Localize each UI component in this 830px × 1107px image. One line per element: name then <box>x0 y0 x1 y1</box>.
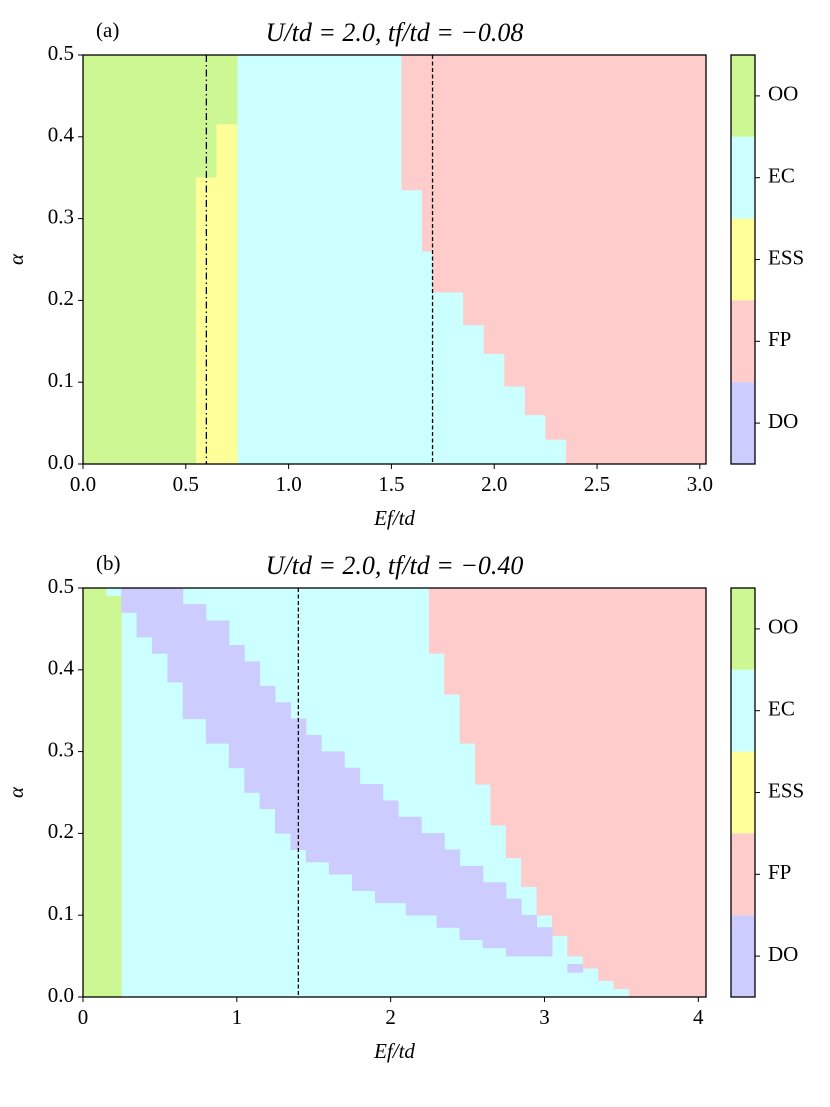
x-tick-label: 3.0 <box>687 472 713 496</box>
y-tick-label: 0.4 <box>48 123 75 147</box>
colorbar-label: EC <box>768 697 795 721</box>
x-tick-label: 2.0 <box>481 472 507 496</box>
y-tick-label: 0.4 <box>48 656 75 680</box>
colorbar-label: DO <box>768 942 798 966</box>
y-tick-label: 0.0 <box>48 450 74 474</box>
y-tick-label: 0.5 <box>48 574 74 598</box>
panel: 0 1 2 3 4 0.0 0.1 0.2 0.3 0.4 0.5 (b) U/td = 2.0, tf… <box>4 551 804 1063</box>
colorbar-label: OO <box>768 615 798 639</box>
phase-region <box>567 964 584 973</box>
y-tick-label: 0.3 <box>48 737 74 761</box>
colorbar-label: EC <box>768 164 795 188</box>
y-tick-label: 0.1 <box>48 901 74 925</box>
colorbar-segment <box>731 218 755 301</box>
panel-label: (b) <box>96 551 121 575</box>
y-tick-label: 0.1 <box>48 368 74 392</box>
colorbar-segment <box>731 136 755 219</box>
x-tick-label: 1.0 <box>275 472 301 496</box>
colorbar-segment <box>731 751 755 834</box>
phase-region <box>401 54 707 465</box>
colorbar-frame <box>730 587 756 998</box>
y-tick-label: 0.3 <box>48 204 74 228</box>
y-tick-label: 0.2 <box>48 286 74 310</box>
panel-label: (a) <box>96 18 119 42</box>
x-tick-label: 0.5 <box>173 472 199 496</box>
colorbar-segment <box>731 588 755 670</box>
x-tick-label: 4 <box>693 1005 704 1029</box>
colorbar-segment <box>731 669 755 752</box>
y-tick-label: 0.5 <box>48 41 74 65</box>
x-tick-label: 0 <box>78 1005 89 1029</box>
x-tick-label: 0.0 <box>70 472 96 496</box>
colorbar-label: ESS <box>768 245 804 269</box>
plot-frame <box>82 587 707 998</box>
colorbar-label: OO <box>768 82 798 106</box>
y-tick-label: 0.0 <box>48 983 74 1007</box>
x-tick-label: 2 <box>385 1005 396 1029</box>
phase-region <box>121 587 553 957</box>
x-tick-label: 3 <box>539 1005 550 1029</box>
chart-title: U/td = 2.0, tf/td = −0.40 <box>266 551 524 580</box>
chart-title: U/td = 2.0, tf/td = −0.08 <box>266 18 524 47</box>
colorbar-segment <box>731 300 755 383</box>
colorbar-label: FP <box>768 860 791 884</box>
x-axis-label: Ef/td <box>373 1039 415 1063</box>
colorbar-label: FP <box>768 327 791 351</box>
y-axis-label: α <box>4 786 28 798</box>
x-tick-label: 1.5 <box>378 472 404 496</box>
colorbar-frame <box>730 54 756 465</box>
colorbar-label: ESS <box>768 778 804 802</box>
x-tick-label: 2.5 <box>584 472 610 496</box>
phase-region <box>82 587 122 998</box>
colorbar-segment <box>731 833 755 916</box>
panel: 0.0 0.5 1.0 1.5 2.0 2.5 3.0 0.0 0.1 0.2 0.3 0.4 0.5 (… <box>4 18 804 530</box>
x-tick-label: 1 <box>232 1005 243 1029</box>
colorbar-segment <box>731 55 755 137</box>
plot-frame <box>82 54 707 465</box>
colorbar-segment <box>731 915 755 997</box>
y-axis-label: α <box>4 253 28 265</box>
y-tick-label: 0.2 <box>48 819 74 843</box>
x-axis-label: Ef/td <box>373 506 415 530</box>
colorbar-label: DO <box>768 409 798 433</box>
colorbar-segment <box>731 382 755 464</box>
